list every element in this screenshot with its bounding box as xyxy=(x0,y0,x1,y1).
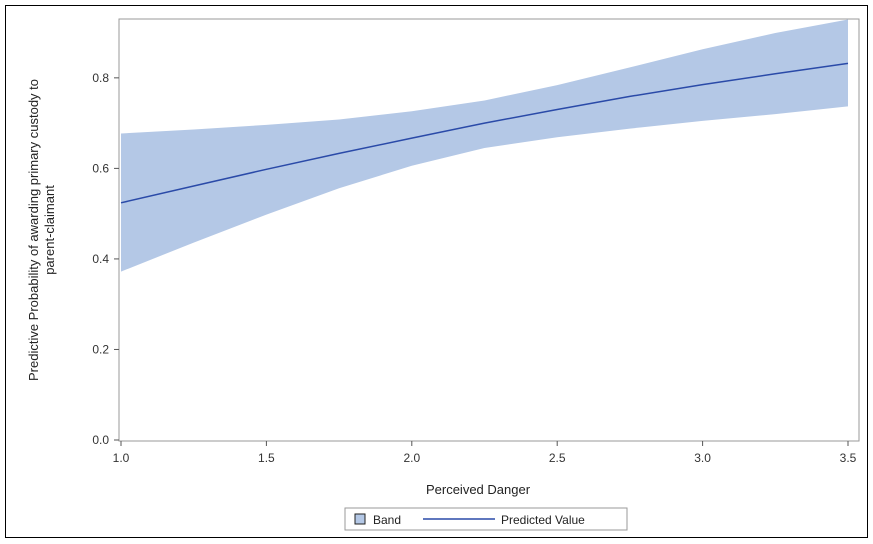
y-tick-label: 0.6 xyxy=(92,161,109,175)
y-axis-title-line-1: Predictive Probability of awarding prima… xyxy=(26,79,41,381)
x-axis-title: Perceived Danger xyxy=(426,482,531,497)
confidence-band xyxy=(121,19,848,272)
x-tick-label: 2.5 xyxy=(549,451,566,465)
x-tick-label: 1.5 xyxy=(258,451,275,465)
legend-band-swatch xyxy=(354,513,366,525)
y-tick-label: 0.0 xyxy=(92,433,109,447)
y-axis-title-line-2: parent-claimant xyxy=(42,185,57,275)
axes: 1.0 1.5 2.0 2.5 3.0 3.5 0.0 0.2 0.4 0.6 0.8 xyxy=(92,71,856,465)
x-tick-label: 3.0 xyxy=(694,451,711,465)
x-tick-label: 1.0 xyxy=(113,451,130,465)
y-tick-label: 0.8 xyxy=(92,71,109,85)
legend-predicted-label: Predicted Value xyxy=(501,513,585,527)
y-tick-label: 0.2 xyxy=(92,342,109,356)
x-tick-label: 2.0 xyxy=(403,451,420,465)
legend-band-label: Band xyxy=(373,513,401,527)
x-tick-label: 3.5 xyxy=(840,451,857,465)
legend: Band Predicted Value xyxy=(344,507,628,531)
predicted-value-line xyxy=(120,62,849,204)
y-tick-label: 0.4 xyxy=(92,252,109,266)
